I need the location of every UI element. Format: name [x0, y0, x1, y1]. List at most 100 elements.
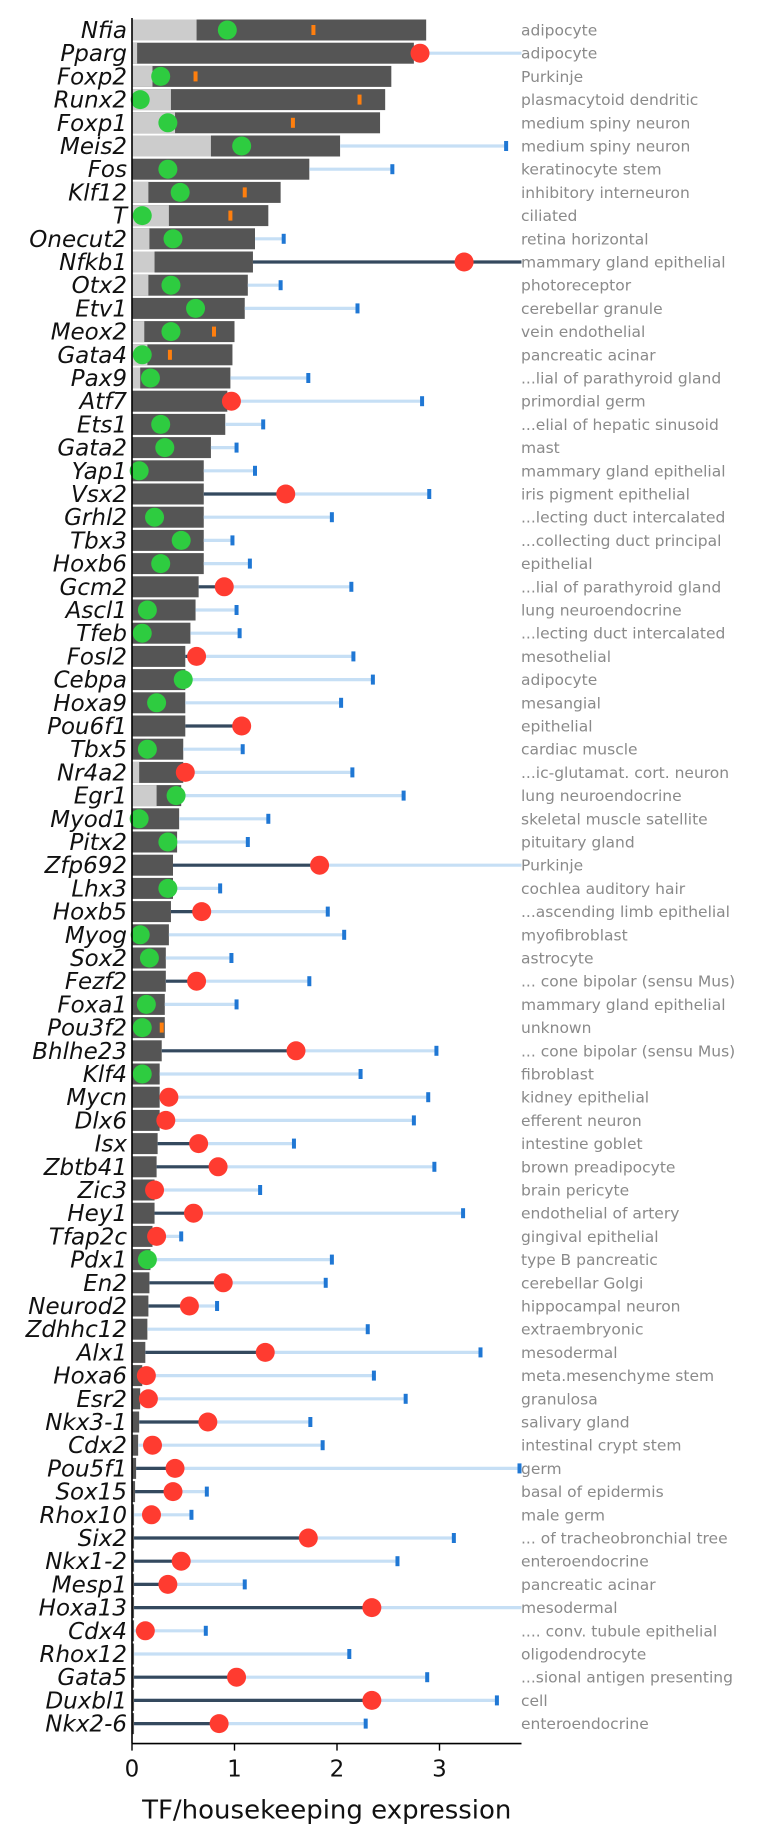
- cell-type-label: brain pericyte: [521, 1182, 629, 1200]
- cell-type-label: keratinocyte stem: [521, 161, 662, 179]
- cell-type-label: myofibroblast: [521, 926, 628, 944]
- chart-row-pou5f1: Pou5f1 germ: [47, 1456, 561, 1482]
- green-dot: [158, 832, 178, 852]
- tf-label: Hoxb6: [53, 552, 127, 578]
- orange-tick-marker: [159, 1022, 164, 1033]
- tf-label: Pitx2: [69, 830, 127, 856]
- blue-tick-marker: [204, 1486, 209, 1497]
- blue-tick-marker: [371, 1370, 376, 1381]
- red-dot: [187, 646, 207, 666]
- bar: [132, 321, 235, 343]
- bar: [132, 715, 186, 737]
- red-dot: [208, 1157, 228, 1177]
- bar-light-segment: [132, 65, 153, 87]
- red-dot: [213, 1273, 233, 1293]
- orange-tick-marker: [212, 326, 216, 337]
- cell-type-label: enteroendocrine: [521, 1553, 649, 1571]
- blue-tick-marker: [478, 1347, 483, 1358]
- red-dot: [410, 43, 430, 63]
- blue-tick-marker: [504, 141, 509, 151]
- bar-light-segment: [132, 42, 138, 64]
- chart-row-foxp2: Foxp2 Purkinje: [57, 64, 583, 90]
- tf-label: Gcm2: [59, 575, 127, 601]
- tf-label: Fos: [88, 157, 127, 183]
- bar: [132, 1341, 146, 1363]
- bar: [132, 158, 310, 180]
- bar: [132, 181, 281, 203]
- cell-type-label: mast: [521, 439, 560, 457]
- chart-row-onecut2: Onecut2 retina horizontal: [29, 227, 648, 253]
- bar: [132, 645, 186, 667]
- cell-type-label: oligodendrocyte: [521, 1646, 646, 1664]
- blue-tick-marker: [281, 233, 286, 244]
- chart-row-dlx6: Dlx6 efferent neuron: [75, 1108, 642, 1134]
- blue-tick-marker: [323, 1277, 328, 1288]
- bar: [132, 1040, 162, 1062]
- green-dot: [132, 345, 152, 365]
- chart-row-tfap2c: Tfap2c gingival epithelial: [49, 1224, 659, 1250]
- chart-row-pou3f2: Pou3f2 unknown: [47, 1016, 591, 1042]
- cell-type-label: mesothelial: [521, 648, 611, 666]
- cell-type-label: extraembryonic: [521, 1321, 644, 1339]
- tf-label: Gata4: [57, 343, 127, 369]
- orange-tick-marker: [290, 117, 295, 128]
- cell-type-label: ...ascending limb epithelial: [521, 903, 730, 921]
- cell-type-label: ...lial of parathyroid gland: [521, 578, 721, 596]
- chart-row-fos: Fos keratinocyte stem: [88, 157, 662, 183]
- cell-type-label: ... cone bipolar (sensu Mus): [521, 1042, 735, 1060]
- tf-label: Fosl2: [67, 644, 127, 670]
- tf-label: Runx2: [54, 88, 127, 114]
- tf-label: Foxa1: [57, 992, 127, 1018]
- tf-label: Hoxa6: [53, 1364, 127, 1390]
- x-axis-ticks: 0 1 2 3: [125, 1743, 447, 1783]
- blue-tick-marker: [425, 1672, 430, 1683]
- red-dot: [221, 391, 241, 411]
- red-dot: [184, 1203, 203, 1223]
- bar: [132, 1573, 135, 1595]
- bar-light-segment: [132, 19, 197, 41]
- chart-row-meis2: Meis2 medium spiny neuron: [60, 134, 690, 160]
- chart-row-hoxa9: Hoxa9 mesangial: [53, 691, 601, 717]
- red-dot: [192, 902, 212, 922]
- bar-light-segment: [132, 321, 145, 343]
- cell-type-label: adipocyte: [521, 45, 597, 63]
- blue-tick-marker: [230, 535, 235, 546]
- cell-type-label: retina horizontal: [521, 230, 649, 248]
- blue-tick-marker: [266, 813, 271, 824]
- red-dot: [179, 1296, 199, 1316]
- bar: [132, 42, 414, 64]
- chart-row-lhx3: Lhx3 cochlea auditory hair: [71, 876, 685, 902]
- tf-label: Zbtb41: [43, 1155, 127, 1181]
- bar: [132, 901, 171, 923]
- tf-label: Myog: [65, 923, 127, 949]
- tf-label: Tbx3: [70, 528, 127, 554]
- tf-label: Zfp692: [44, 853, 127, 879]
- red-dot: [286, 1041, 306, 1061]
- cell-type-label: mesodermal: [521, 1344, 618, 1362]
- cell-type-label: lung neuroendocrine: [521, 602, 682, 620]
- bar: [132, 761, 184, 783]
- cell-type-label: astrocyte: [521, 950, 593, 968]
- blue-tick-marker: [411, 1115, 416, 1126]
- red-dot: [163, 1482, 183, 1502]
- cell-type-label: medium spiny neuron: [521, 138, 690, 156]
- tf-label: Hoxa13: [39, 1596, 127, 1622]
- blue-tick-marker: [218, 883, 223, 894]
- cell-type-label: Purkinje: [521, 857, 583, 875]
- red-dot: [362, 1690, 382, 1710]
- green-dot: [129, 809, 149, 829]
- blue-tick-marker: [370, 674, 375, 685]
- red-dot: [198, 1412, 218, 1432]
- cell-type-label: efferent neuron: [521, 1112, 642, 1130]
- chart-row-tbx5: Tbx5 cardiac muscle: [70, 737, 637, 763]
- blue-tick-marker: [329, 512, 334, 523]
- green-dot: [136, 994, 156, 1014]
- red-dot: [165, 1458, 185, 1478]
- red-dot: [362, 1598, 382, 1618]
- chart-row-neurod2: Neurod2 hippocampal neuron: [28, 1294, 680, 1320]
- bar: [132, 344, 233, 366]
- bar: [132, 1643, 135, 1665]
- chart-row-zfp692: Zfp692 Purkinje: [44, 853, 584, 879]
- tf-label: Esr2: [76, 1387, 127, 1413]
- blue-tick-marker: [355, 303, 360, 314]
